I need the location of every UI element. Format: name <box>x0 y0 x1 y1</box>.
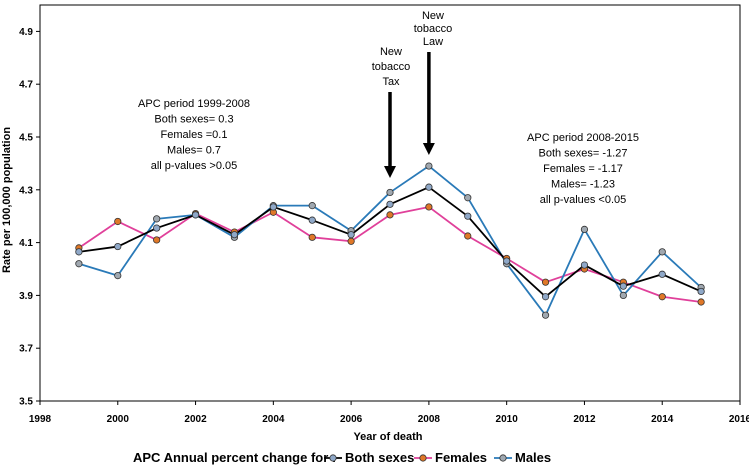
data-point-females <box>386 211 394 219</box>
annotation-text: tobacco <box>372 61 411 73</box>
annotation-text: Females = -1.17 <box>543 163 623 175</box>
legend-label: Both sexes <box>345 450 414 465</box>
annotation-text: Both sexes= -1.27 <box>539 148 628 160</box>
data-point-males <box>541 311 550 319</box>
x-tick-label: 2002 <box>184 414 207 425</box>
arrow-head <box>384 166 396 178</box>
x-tick-label: 2010 <box>496 414 519 425</box>
annotation-text: all p-values <0.05 <box>540 194 627 206</box>
legend-label: Males <box>515 450 551 465</box>
y-axis-title: Rate per 100,000 population <box>1 127 13 273</box>
y-tick-label: 4.1 <box>19 238 33 249</box>
annotation-text: tobacco <box>414 23 453 35</box>
annotation-text: all p-values >0.05 <box>151 160 238 172</box>
legend-prefix: APC Annual percent change for : <box>133 450 336 465</box>
y-tick-label: 3.5 <box>19 397 33 408</box>
data-point-both-sexes <box>153 224 161 232</box>
data-point-both-sexes <box>347 231 355 239</box>
annotation-text: New <box>422 10 444 22</box>
data-point-both-sexes <box>658 270 666 278</box>
plot-frame <box>39 4 741 402</box>
arrow-head <box>422 143 435 155</box>
annotation-text: Tax <box>382 76 400 88</box>
x-tick-label: 2016 <box>729 414 749 425</box>
legend-swatch-marker <box>329 454 337 462</box>
data-point-males <box>308 202 316 210</box>
data-point-females <box>114 217 122 226</box>
legend-swatch-marker <box>499 454 507 462</box>
data-point-females <box>464 232 472 240</box>
data-point-males <box>114 271 122 280</box>
data-point-males <box>153 215 161 223</box>
data-point-both-sexes <box>503 257 511 265</box>
data-point-females <box>425 203 433 211</box>
data-point-both-sexes <box>75 248 83 256</box>
data-point-females <box>541 278 550 286</box>
data-point-both-sexes <box>269 203 277 211</box>
data-point-both-sexes <box>191 211 200 219</box>
data-point-both-sexes <box>464 212 472 220</box>
x-axis-title: Year of death <box>353 431 422 443</box>
y-tick-labels: 3.5 3.7 3.9 4.1 4.3 4.5 4.7 4.9 <box>19 27 33 408</box>
data-point-females <box>658 293 666 301</box>
annotation-text: Law <box>423 36 443 48</box>
data-point-both-sexes <box>541 293 550 301</box>
x-tick-labels: 1998 2000 2002 2004 2006 2008 2010 2012 2014 2016 <box>29 414 749 425</box>
data-point-both-sexes <box>697 287 705 296</box>
data-point-males <box>425 162 433 170</box>
data-point-males <box>658 248 666 256</box>
data-point-males <box>580 225 589 233</box>
annotation-text: Males= -1.23 <box>551 179 615 191</box>
x-tick-label: 2008 <box>418 414 441 425</box>
legend-label: Females <box>435 450 487 465</box>
data-point-both-sexes <box>580 261 589 269</box>
data-point-males <box>619 291 627 299</box>
y-tick-label: 3.9 <box>19 291 33 302</box>
data-point-both-sexes <box>619 282 627 290</box>
y-tick-label: 4.7 <box>19 80 33 91</box>
x-tick-label: 2000 <box>107 414 130 425</box>
data-point-females <box>347 237 355 245</box>
data-point-both-sexes <box>308 216 316 224</box>
series-line-females <box>78 206 702 303</box>
data-point-females <box>308 233 316 241</box>
annotation-text: Males= 0.7 <box>167 145 221 157</box>
y-tick-label: 4.9 <box>19 27 33 38</box>
axes <box>36 4 741 405</box>
annotation-text: APC period 1999-2008 <box>138 98 250 110</box>
x-tick-label: 2012 <box>573 414 596 425</box>
data-point-both-sexes <box>230 231 239 239</box>
data-point-both-sexes <box>425 183 433 191</box>
x-tick-label: 2004 <box>262 414 285 425</box>
y-tick-label: 4.5 <box>19 133 33 144</box>
x-tick-label: 2006 <box>340 414 363 425</box>
annotation-text: Females =0.1 <box>161 129 228 141</box>
annotation-text: Both sexes= 0.3 <box>154 114 233 126</box>
data-point-females <box>153 236 161 244</box>
policy-arrows <box>384 52 435 178</box>
y-tick-label: 3.7 <box>19 344 33 355</box>
data-point-males <box>386 188 394 197</box>
y-tick-label: 4.3 <box>19 185 33 196</box>
series-markers <box>75 162 705 319</box>
x-tick-label: 1998 <box>29 414 52 425</box>
data-point-both-sexes <box>114 242 122 251</box>
data-point-females <box>697 298 705 306</box>
data-point-males <box>464 194 472 202</box>
data-point-males <box>75 260 83 268</box>
x-tick-label: 2014 <box>651 414 674 425</box>
legend: APC Annual percent change for : Both sex… <box>133 450 551 465</box>
legend-swatch-marker <box>419 454 427 462</box>
annotation-text: APC period 2008-2015 <box>527 132 639 144</box>
annotation-text: New <box>380 46 402 58</box>
annotations: APC period 1999-2008 Both sexes= 0.3 Femal… <box>138 10 639 206</box>
data-point-both-sexes <box>386 200 394 208</box>
